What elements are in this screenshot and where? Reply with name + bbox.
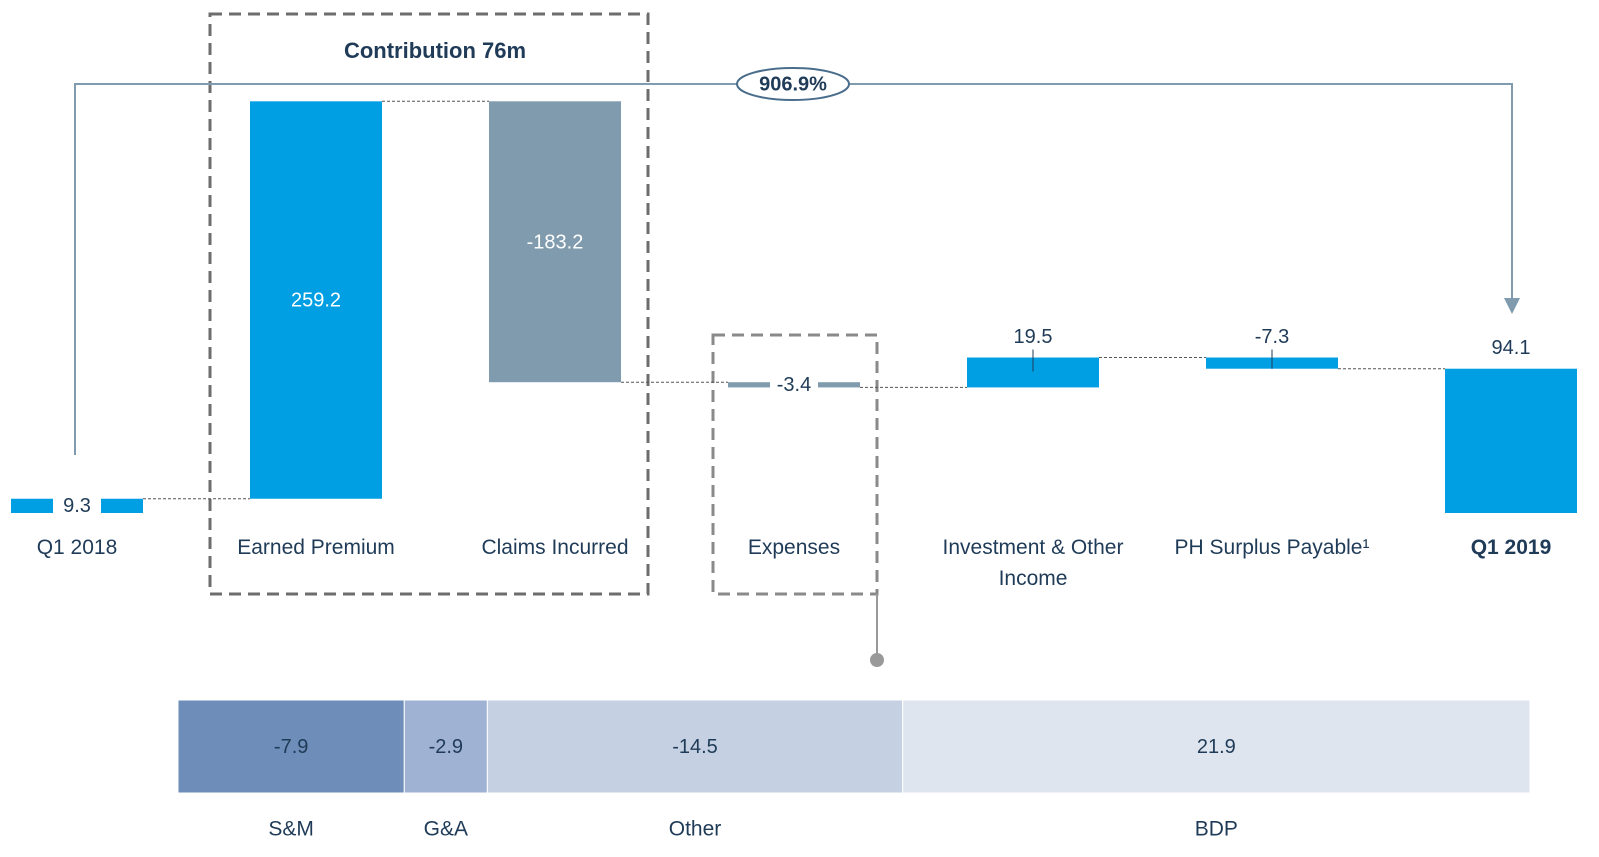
value-label: -7.3 (1255, 326, 1289, 348)
category-label: Claims Incurred (481, 536, 629, 559)
segment-name: S&M (268, 818, 314, 841)
segment-name: BDP (1195, 818, 1238, 841)
breakdown-segment (403, 699, 488, 794)
category-label: Q1 2018 (36, 536, 118, 559)
value-label: 94.1 (1492, 337, 1531, 359)
breakdown-segment (902, 699, 1531, 794)
label-gap (770, 376, 818, 394)
arrow-head (1504, 298, 1520, 314)
label-gap (53, 492, 101, 519)
contribution-box (208, 12, 650, 596)
contribution-label: Contribution 76m (344, 38, 526, 63)
bar (489, 101, 621, 383)
value-label: 19.5 (1014, 326, 1053, 348)
segment-label: -7.9 (274, 736, 308, 758)
bar (250, 101, 382, 499)
value-label: -183.2 (527, 232, 584, 254)
breakdown-segment (486, 699, 904, 794)
value-label: -3.4 (777, 374, 811, 396)
segment-label: -2.9 (429, 736, 463, 758)
category-label: Q1 2019 (1470, 536, 1552, 559)
bar (1445, 368, 1577, 513)
segment-label: -14.5 (672, 736, 718, 758)
segment-name: Other (669, 818, 722, 841)
category-label: Expenses (747, 536, 841, 559)
segment-label: 21.9 (1197, 736, 1236, 758)
value-label: 9.3 (63, 495, 91, 517)
expenses-box (711, 333, 879, 596)
growth-badge (736, 67, 850, 101)
category-label: PH Surplus Payable¹ (1174, 536, 1370, 559)
breakdown-dot (870, 653, 884, 667)
growth-label: 906.9% (759, 73, 827, 95)
segment-name: G&A (424, 818, 468, 841)
category-label: Investment & Other Income (942, 536, 1124, 590)
category-label: Earned Premium (237, 536, 395, 559)
value-label: 259.2 (291, 290, 341, 312)
